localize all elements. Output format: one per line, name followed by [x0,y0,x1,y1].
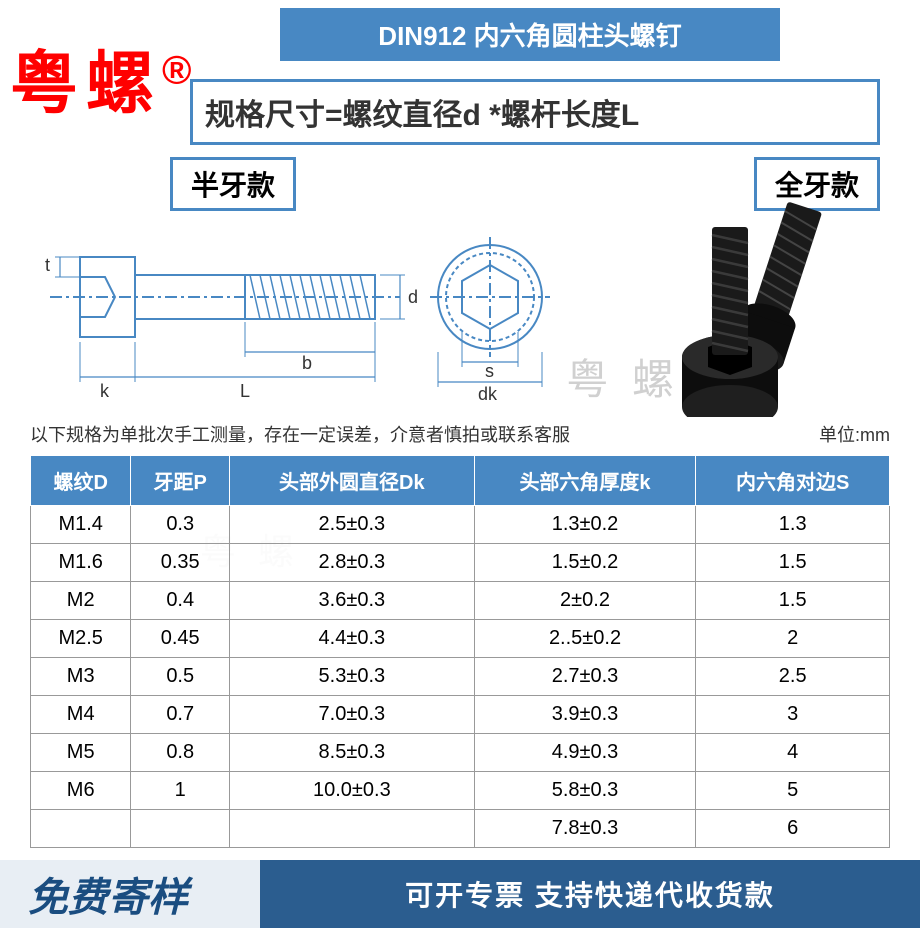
type-label-partial: 半牙款 [170,157,296,211]
table-cell: 0.35 [131,544,230,582]
watermark-text: 粤螺 [10,46,162,122]
th-pitch: 牙距P [131,456,230,506]
table-cell: 10.0±0.3 [230,772,475,810]
table-cell: 8.5±0.3 [230,734,475,772]
table-cell: M2.5 [31,620,131,658]
table-cell [230,810,475,848]
table-cell: M5 [31,734,131,772]
table-cell: 4.4±0.3 [230,620,475,658]
table-cell: 3.6±0.3 [230,582,475,620]
table-cell: 1 [131,772,230,810]
th-s: 内六角对边S [696,456,890,506]
table-cell: 0.8 [131,734,230,772]
table-cell: 3.9±0.3 [474,696,696,734]
note-row: 以下规格为单批次手工测量，存在一定误差，介意者慎拍或联系客服 单位:mm [0,417,920,455]
dim-s: s [485,361,494,381]
table-cell: 1.5±0.2 [474,544,696,582]
table-cell: 2±0.2 [474,582,696,620]
table-row: M40.77.0±0.33.9±0.33 [31,696,890,734]
footer-left: 免费寄样 [0,860,260,928]
technical-drawing: t k L b d s dk [30,207,570,407]
table-cell: 1.5 [696,544,890,582]
table-cell: 0.7 [131,696,230,734]
faint-watermark: 粤 螺 [566,346,680,407]
header-title: DIN912 内六角圆柱头螺钉 [280,8,780,61]
table-cell: 1.3±0.2 [474,506,696,544]
note-right: 单位:mm [819,421,890,447]
table-cell: 0.45 [131,620,230,658]
table-header-row: 螺纹D 牙距P 头部外圆直径Dk 头部六角厚度k 内六角对边S [31,456,890,506]
table-cell: M1.6 [31,544,131,582]
th-dk: 头部外圆直径Dk [230,456,475,506]
dim-k: k [100,381,110,401]
table-cell: 1.3 [696,506,890,544]
table-cell: M1.4 [31,506,131,544]
formula-box: 规格尺寸=螺纹直径d *螺杆长度L [190,79,880,145]
table-row: M1.60.352.8±0.31.5±0.21.5 [31,544,890,582]
dim-dk: dk [478,384,498,404]
table-cell: 2..5±0.2 [474,620,696,658]
table-cell: 2.8±0.3 [230,544,475,582]
table-row: M30.55.3±0.32.7±0.32.5 [31,658,890,696]
brand-watermark: 粤螺® [10,28,200,127]
dim-L: L [240,381,250,401]
table-cell: 5.8±0.3 [474,772,696,810]
table-row: M6110.0±0.35.8±0.35 [31,772,890,810]
table-row: M20.43.6±0.32±0.21.5 [31,582,890,620]
dim-b: b [302,353,312,373]
table-cell: 5 [696,772,890,810]
table-cell: 7.0±0.3 [230,696,475,734]
table-row: 7.8±0.36 [31,810,890,848]
table-cell: 0.4 [131,582,230,620]
table-cell: M2 [31,582,131,620]
watermark-symbol: ® [162,48,199,92]
table-cell: 4 [696,734,890,772]
table-cell [131,810,230,848]
spec-table: 螺纹D 牙距P 头部外圆直径Dk 头部六角厚度k 内六角对边S M1.40.32… [30,455,890,848]
table-cell: 0.5 [131,658,230,696]
diagram-area: t k L b d s dk [10,207,910,417]
th-thread: 螺纹D [31,456,131,506]
table-cell: 0.3 [131,506,230,544]
note-left: 以下规格为单批次手工测量，存在一定误差，介意者慎拍或联系客服 [30,421,570,447]
table-cell: 4.9±0.3 [474,734,696,772]
dim-t: t [45,255,50,275]
footer-right: 可开专票 支持快递代收货款 [260,860,920,928]
table-cell: 7.8±0.3 [474,810,696,848]
table-cell: 2.7±0.3 [474,658,696,696]
dim-d: d [408,287,418,307]
table-cell: 2.5±0.3 [230,506,475,544]
table-cell: 5.3±0.3 [230,658,475,696]
table-cell: 2 [696,620,890,658]
table-cell: 6 [696,810,890,848]
table-cell: M6 [31,772,131,810]
table-cell: 3 [696,696,890,734]
table-cell: 1.5 [696,582,890,620]
table-cell: M3 [31,658,131,696]
table-row: M2.50.454.4±0.32..5±0.22 [31,620,890,658]
footer-bar: 免费寄样 可开专票 支持快递代收货款 [0,860,920,928]
screw-photo [660,197,890,417]
table-cell [31,810,131,848]
table-cell: 2.5 [696,658,890,696]
th-k: 头部六角厚度k [474,456,696,506]
table-row: M50.88.5±0.34.9±0.34 [31,734,890,772]
table-row: M1.40.32.5±0.31.3±0.21.3 [31,506,890,544]
table-cell: M4 [31,696,131,734]
